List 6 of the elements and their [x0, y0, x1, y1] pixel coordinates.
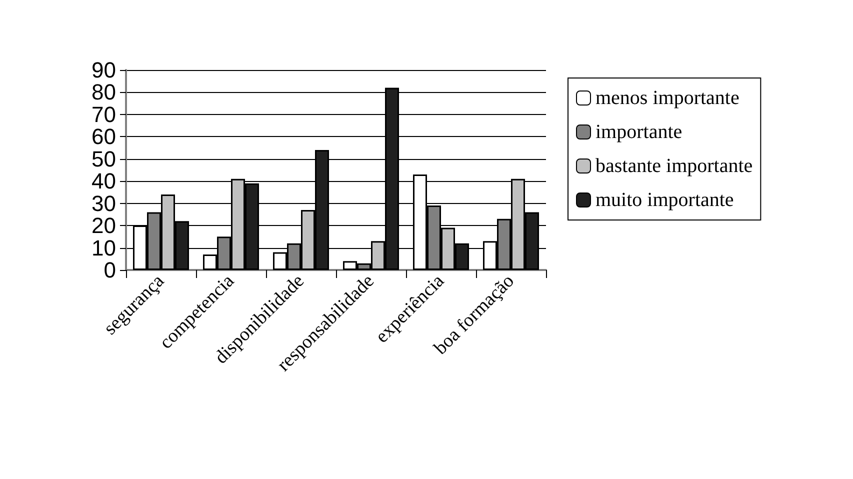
- y-tick-label: 90: [92, 58, 116, 82]
- y-tick-label: 0: [104, 258, 116, 282]
- legend-label: bastante importante: [596, 155, 753, 177]
- legend-label: importante: [596, 121, 682, 143]
- legend-label: muito importante: [596, 189, 734, 211]
- legend-label: menos importante: [596, 87, 740, 109]
